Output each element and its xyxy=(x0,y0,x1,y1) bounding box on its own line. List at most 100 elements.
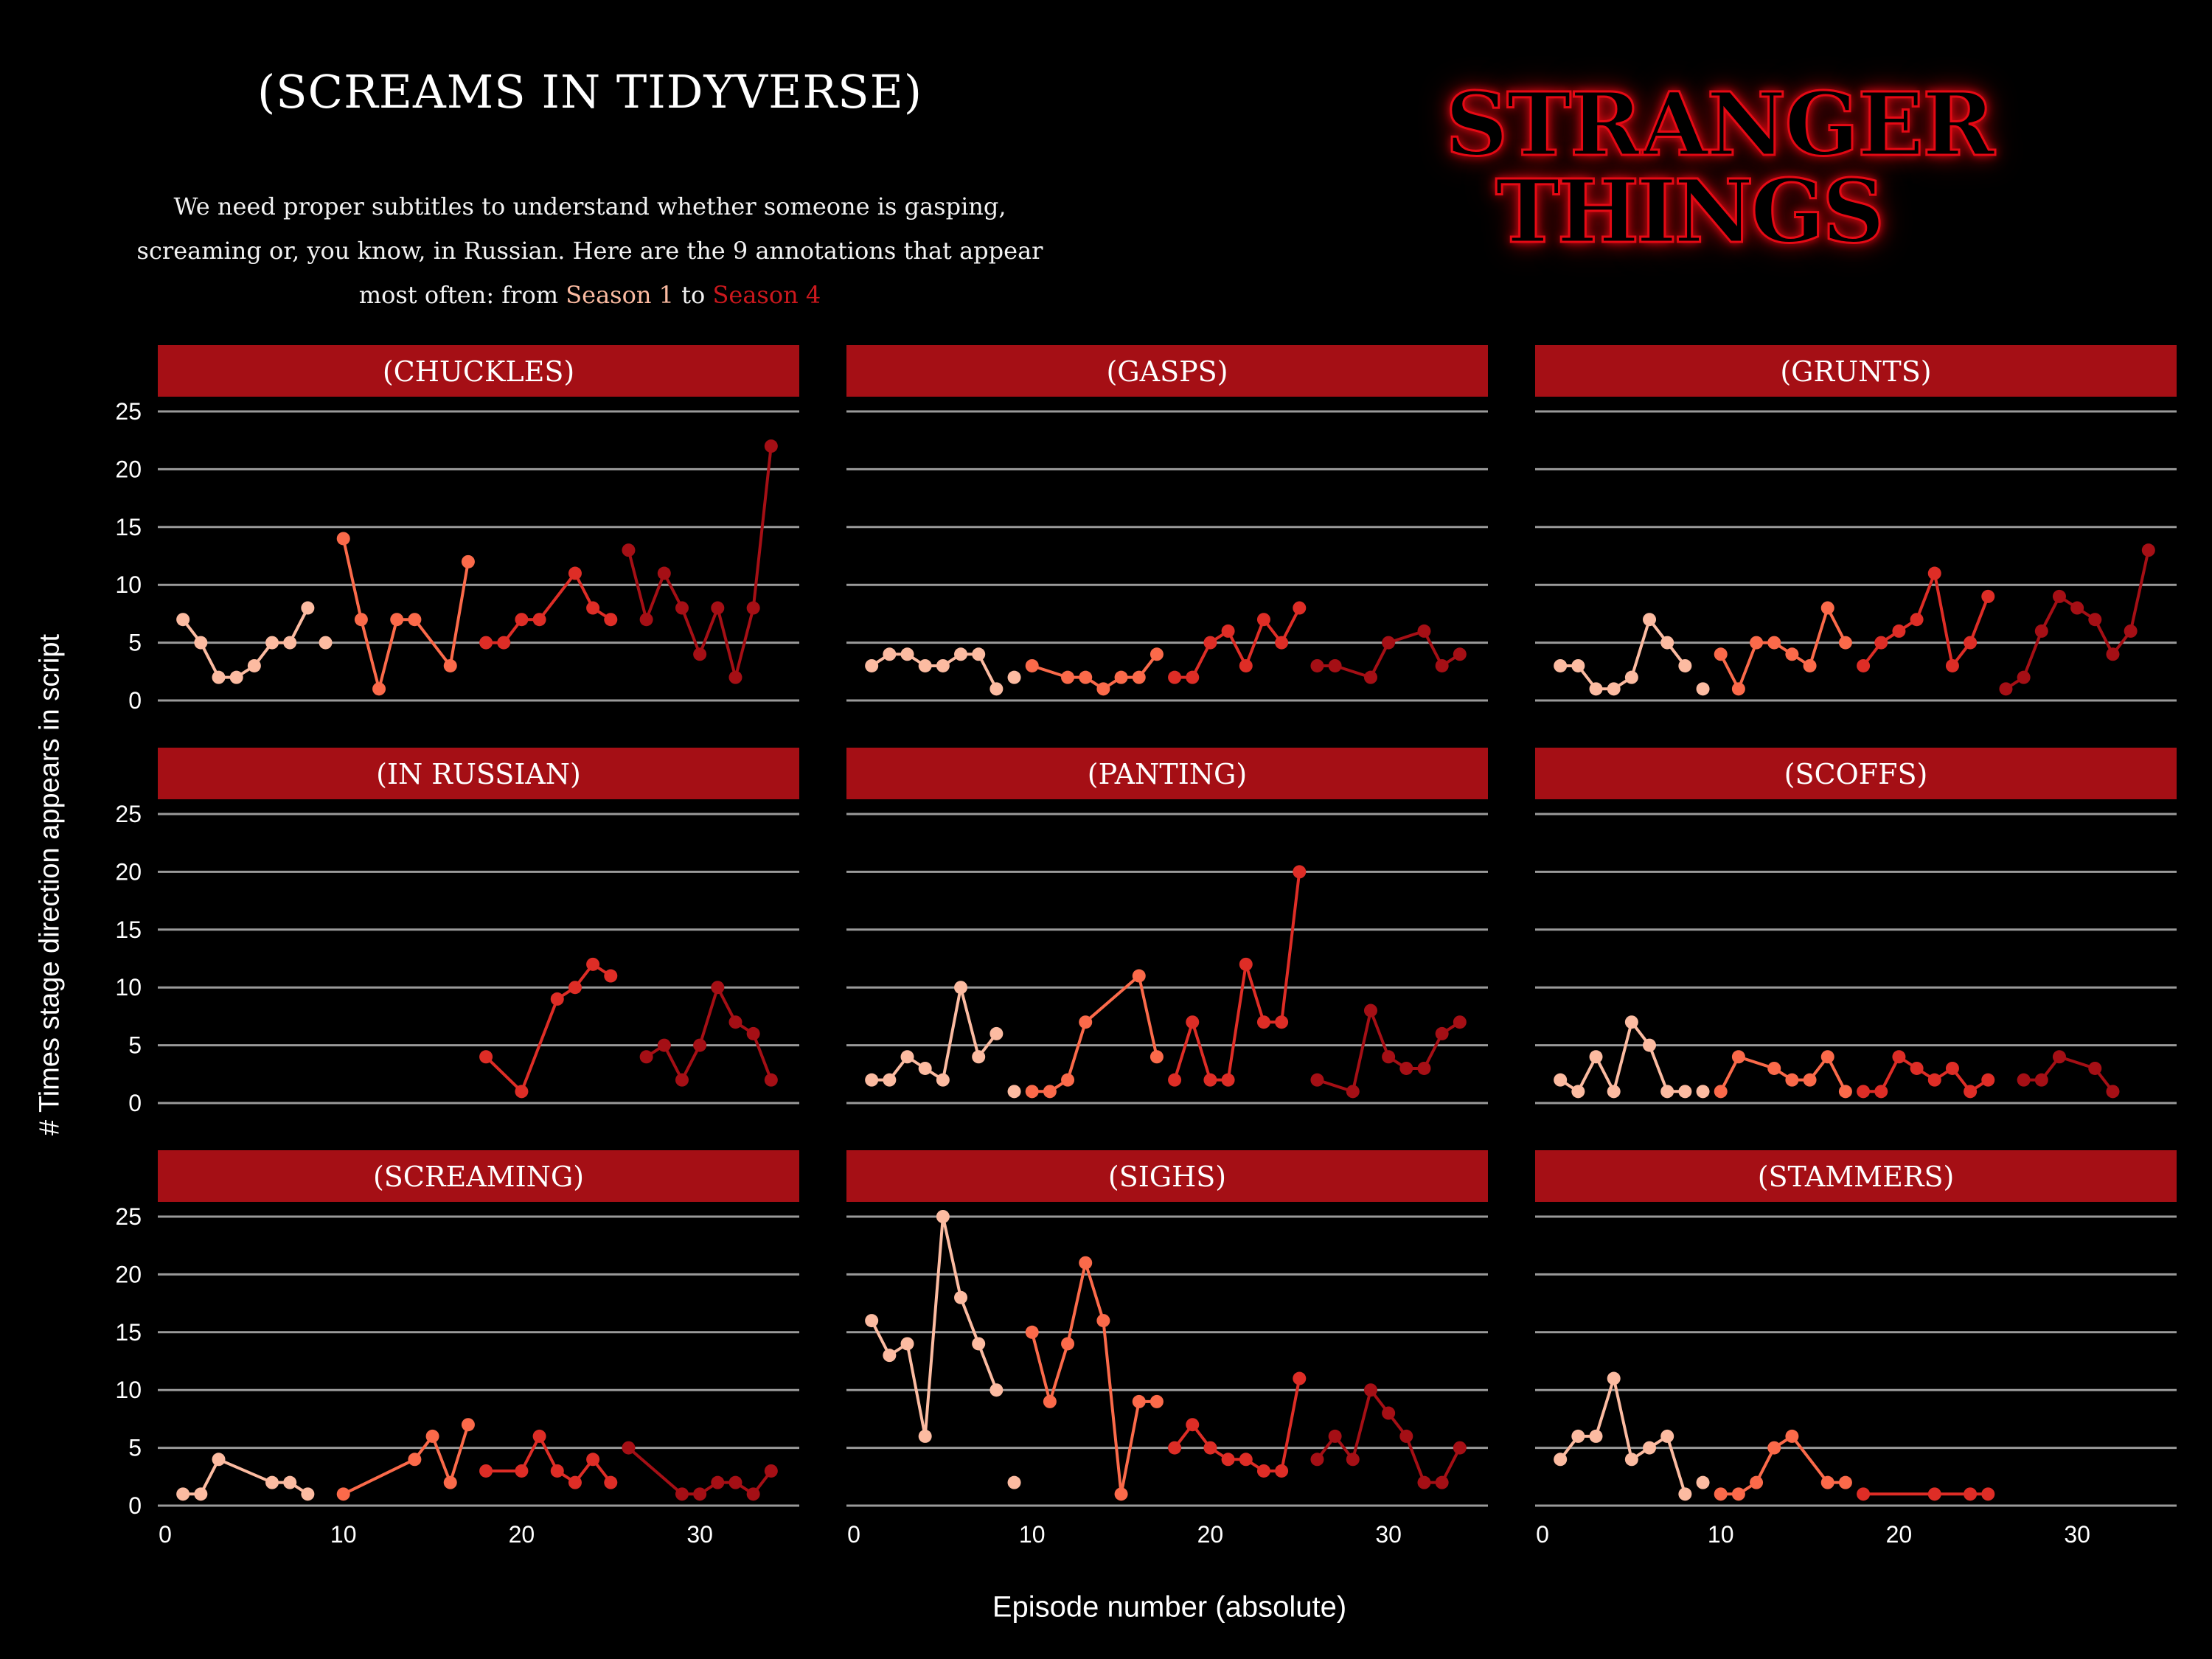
data-point xyxy=(1945,1061,1959,1075)
data-point xyxy=(1714,1487,1728,1501)
data-point xyxy=(1696,1475,1710,1489)
data-point xyxy=(497,636,511,650)
data-point xyxy=(1678,1487,1692,1501)
y-tick-label: 5 xyxy=(128,1032,142,1059)
data-point xyxy=(2052,1050,2066,1064)
y-tick-label: 20 xyxy=(115,456,142,482)
y-tick-label: 5 xyxy=(128,630,142,656)
data-point xyxy=(1999,682,2013,696)
x-tick-label: 20 xyxy=(1197,1521,1224,1548)
data-point xyxy=(2017,1073,2031,1087)
data-point xyxy=(883,1073,897,1087)
data-point xyxy=(1275,1015,1289,1029)
series-line-season-3 xyxy=(1173,872,1301,1082)
data-point xyxy=(479,1050,493,1064)
data-point xyxy=(1025,1325,1039,1339)
data-point xyxy=(1435,1026,1449,1040)
logo-line-2: THINGS xyxy=(1494,160,1885,262)
data-point xyxy=(1589,1429,1603,1443)
data-point xyxy=(1203,1073,1217,1087)
data-point xyxy=(1114,1487,1128,1501)
data-point xyxy=(1643,1441,1657,1455)
data-point xyxy=(1310,658,1324,672)
data-point xyxy=(1256,613,1270,627)
y-tick-label: 20 xyxy=(115,1261,142,1287)
data-point xyxy=(1417,624,1431,638)
series-line-season-2 xyxy=(1719,606,1847,691)
data-point xyxy=(1293,1371,1307,1385)
data-point xyxy=(746,1487,760,1501)
data-point xyxy=(1767,1441,1781,1455)
facet-strip-label: (SIGHS) xyxy=(1108,1161,1226,1193)
data-point xyxy=(1857,1487,1871,1501)
data-point xyxy=(1660,1085,1674,1099)
data-point xyxy=(532,613,546,627)
data-point xyxy=(1328,1429,1342,1443)
data-point xyxy=(1382,1050,1396,1064)
data-point xyxy=(568,566,582,580)
data-point xyxy=(1221,1073,1235,1087)
data-point xyxy=(194,636,208,650)
data-point xyxy=(711,601,725,615)
facet-strip xyxy=(846,748,1488,799)
data-point xyxy=(972,1050,986,1064)
data-point xyxy=(865,1314,879,1328)
facet-strip-label: (PANTING) xyxy=(1088,758,1247,790)
data-point xyxy=(2034,1073,2048,1087)
data-point xyxy=(604,613,618,627)
data-point xyxy=(1275,1464,1289,1478)
data-point xyxy=(900,1337,914,1351)
y-tick-label: 0 xyxy=(128,687,142,714)
data-point xyxy=(1678,658,1692,672)
data-point xyxy=(1607,1085,1621,1099)
data-point xyxy=(1767,1061,1781,1075)
data-point xyxy=(1767,636,1781,650)
stranger-things-logo: STRANGER THINGS xyxy=(1444,80,1996,273)
data-point xyxy=(1382,1406,1396,1420)
data-point xyxy=(990,1026,1004,1040)
data-point xyxy=(1025,658,1039,672)
data-point xyxy=(1096,1314,1110,1328)
data-point xyxy=(319,636,333,650)
x-tick-label: 20 xyxy=(1886,1521,1913,1548)
data-point xyxy=(1554,658,1568,672)
data-point xyxy=(936,1210,950,1223)
data-point xyxy=(1927,1073,1941,1087)
data-point xyxy=(746,1026,760,1040)
data-point xyxy=(1417,1061,1431,1075)
data-point xyxy=(1186,1015,1200,1029)
series-line-season-1 xyxy=(1559,1020,1686,1093)
data-point xyxy=(1221,624,1235,638)
data-point xyxy=(639,613,653,627)
data-point xyxy=(954,1290,968,1304)
data-point xyxy=(1927,1487,1941,1501)
y-tick-label: 25 xyxy=(115,801,142,827)
data-point xyxy=(1981,1073,1995,1087)
series-line-season-4 xyxy=(2005,549,2150,690)
data-point xyxy=(1256,1464,1270,1478)
data-point xyxy=(194,1487,208,1501)
data-point xyxy=(1624,1015,1638,1029)
data-point xyxy=(586,957,600,971)
data-point xyxy=(764,439,778,453)
data-point xyxy=(461,1418,475,1432)
data-point xyxy=(918,1429,932,1443)
y-tick-label: 15 xyxy=(115,514,142,540)
data-point xyxy=(1025,1085,1039,1099)
data-point xyxy=(1346,1453,1360,1467)
data-point xyxy=(1203,1441,1217,1455)
data-point xyxy=(1346,1085,1360,1099)
series-line-season-4 xyxy=(2023,1055,2115,1093)
data-point xyxy=(764,1073,778,1087)
data-point xyxy=(354,613,368,627)
facet-strip xyxy=(158,1150,799,1202)
data-point xyxy=(408,1453,422,1467)
data-point xyxy=(1785,647,1799,661)
data-point xyxy=(693,647,707,661)
data-point xyxy=(2070,601,2084,615)
data-point xyxy=(515,613,529,627)
data-point xyxy=(2124,624,2138,638)
x-tick-label: 0 xyxy=(847,1521,860,1548)
data-point xyxy=(1910,613,1924,627)
